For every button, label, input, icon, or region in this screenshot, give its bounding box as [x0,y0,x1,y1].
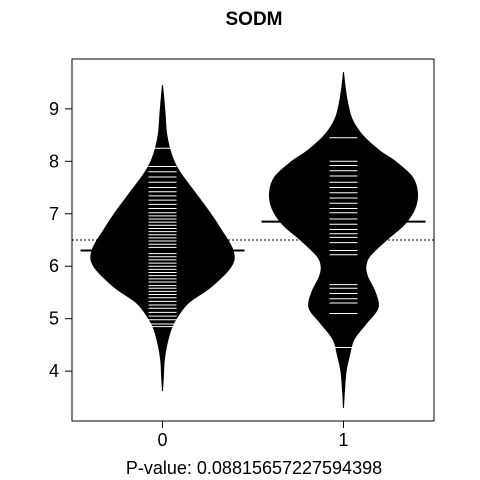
y-tick-label: 8 [49,151,59,171]
y-tick-label: 6 [49,256,59,276]
bean-density-1 [268,72,419,408]
y-tick-label: 4 [49,361,59,381]
chart-title: SODM [226,9,283,30]
x-axis-label: P-value: 0.08815657227594398 [126,458,382,478]
x-tick-label: 1 [338,430,348,450]
plot-area [72,72,434,408]
y-tick-label: 5 [49,309,59,329]
x-tick-label: 0 [157,430,167,450]
axes: 4 5 6 7 8 9 0 1 [49,99,349,450]
plot-frame [71,58,435,422]
bean-1 [261,72,426,408]
bean-0 [80,85,245,392]
y-tick-label: 9 [49,99,59,119]
y-tick-label: 7 [49,204,59,224]
